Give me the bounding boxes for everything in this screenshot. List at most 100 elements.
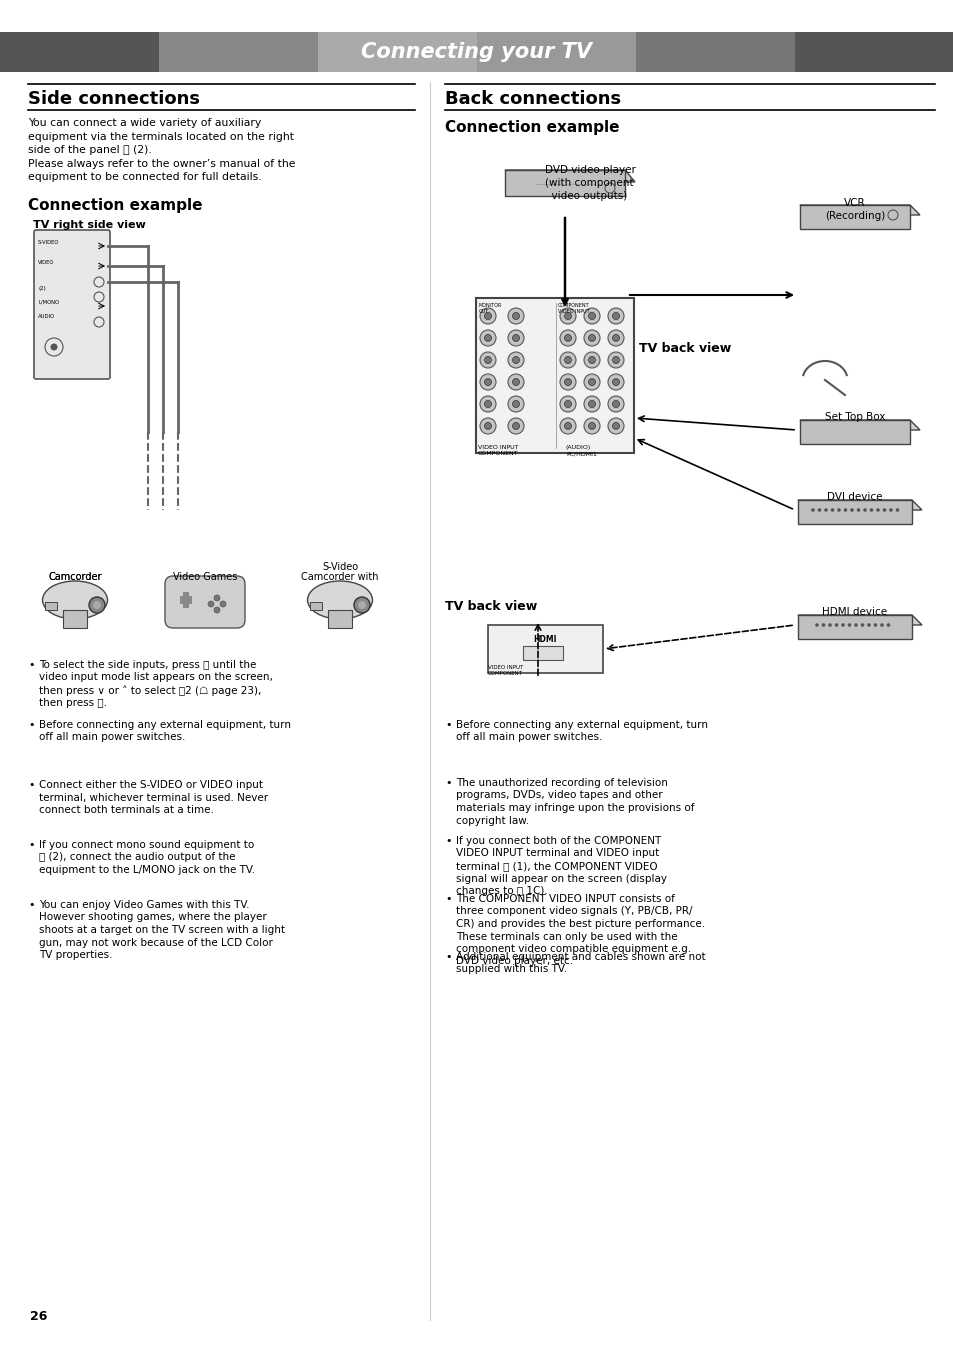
Polygon shape — [797, 616, 911, 639]
Text: AUDIO: AUDIO — [38, 315, 55, 319]
Circle shape — [479, 329, 496, 346]
Circle shape — [512, 335, 519, 342]
Text: then press ∨ or ˄ to select ⓘ2 (☖ page 23),: then press ∨ or ˄ to select ⓘ2 (☖ page 2… — [39, 684, 261, 695]
Circle shape — [507, 374, 523, 390]
Text: The unauthorized recording of television: The unauthorized recording of television — [456, 778, 667, 788]
Text: TV back view: TV back view — [639, 342, 731, 355]
Circle shape — [559, 308, 576, 324]
Circle shape — [512, 423, 519, 429]
Circle shape — [834, 624, 838, 626]
Text: Connection example: Connection example — [444, 120, 618, 135]
Circle shape — [564, 423, 571, 429]
Circle shape — [823, 508, 827, 512]
Circle shape — [588, 312, 595, 320]
Text: Back connections: Back connections — [444, 90, 620, 108]
Circle shape — [484, 401, 491, 408]
Bar — [488, 625, 602, 674]
Text: CR) and provides the best picture performance.: CR) and provides the best picture perfor… — [456, 919, 704, 929]
Circle shape — [564, 378, 571, 386]
Text: •: • — [444, 778, 451, 788]
Circle shape — [213, 608, 220, 613]
Text: •: • — [28, 840, 34, 850]
Text: Set Top Box: Set Top Box — [824, 412, 884, 423]
Circle shape — [479, 352, 496, 369]
Text: S-VIDEO: S-VIDEO — [38, 240, 59, 244]
Circle shape — [479, 308, 496, 324]
Circle shape — [882, 508, 885, 512]
Bar — [183, 593, 189, 608]
Text: If you connect mono sound equipment to: If you connect mono sound equipment to — [39, 840, 254, 850]
Circle shape — [479, 418, 496, 433]
Text: off all main power switches.: off all main power switches. — [39, 733, 185, 743]
Bar — [476, 298, 634, 454]
Circle shape — [860, 624, 863, 626]
Bar — [159, 32, 319, 72]
Text: DVD video player
(with component
  video outputs): DVD video player (with component video o… — [544, 165, 636, 201]
Text: •: • — [444, 720, 451, 730]
Circle shape — [612, 312, 618, 320]
Text: DVD video player, etc.: DVD video player, etc. — [456, 957, 573, 967]
Circle shape — [484, 312, 491, 320]
Bar — [317, 32, 478, 72]
Circle shape — [484, 423, 491, 429]
Text: Side connections: Side connections — [28, 90, 200, 108]
Circle shape — [830, 508, 834, 512]
Bar — [794, 32, 953, 72]
Circle shape — [479, 374, 496, 390]
Bar — [328, 610, 352, 628]
Text: TV right side view: TV right side view — [33, 220, 146, 230]
Circle shape — [849, 508, 853, 512]
Bar — [0, 32, 161, 72]
Circle shape — [612, 378, 618, 386]
Text: terminal ⓘ (1), the COMPONENT VIDEO: terminal ⓘ (1), the COMPONENT VIDEO — [456, 861, 657, 871]
Circle shape — [583, 374, 599, 390]
Circle shape — [512, 378, 519, 386]
Text: VIDEO INPUT: VIDEO INPUT — [477, 446, 518, 450]
Circle shape — [588, 423, 595, 429]
Circle shape — [862, 508, 866, 512]
Circle shape — [588, 401, 595, 408]
Circle shape — [821, 624, 824, 626]
Polygon shape — [800, 420, 919, 431]
Text: •: • — [444, 836, 451, 846]
Text: S-Video: S-Video — [321, 562, 357, 572]
Text: gun, may not work because of the LCD Color: gun, may not work because of the LCD Col… — [39, 937, 273, 948]
Bar — [522, 647, 562, 660]
Text: terminal, whichever terminal is used. Never: terminal, whichever terminal is used. Ne… — [39, 792, 268, 802]
Polygon shape — [800, 205, 909, 230]
Circle shape — [484, 356, 491, 363]
Circle shape — [841, 624, 844, 626]
Circle shape — [607, 396, 623, 412]
Text: •: • — [28, 780, 34, 790]
Polygon shape — [797, 500, 921, 510]
Circle shape — [354, 597, 370, 613]
Circle shape — [507, 418, 523, 433]
Circle shape — [869, 508, 872, 512]
Polygon shape — [504, 170, 624, 196]
Text: The COMPONENT VIDEO INPUT consists of: The COMPONENT VIDEO INPUT consists of — [456, 894, 674, 904]
Circle shape — [588, 335, 595, 342]
Polygon shape — [800, 420, 909, 444]
Circle shape — [607, 418, 623, 433]
Text: You can connect a wide variety of auxiliary
equipment via the terminals located : You can connect a wide variety of auxili… — [28, 117, 295, 182]
Circle shape — [564, 401, 571, 408]
Text: DVI device: DVI device — [826, 491, 882, 502]
Circle shape — [607, 329, 623, 346]
Circle shape — [888, 508, 892, 512]
Polygon shape — [797, 500, 911, 524]
Text: TV properties.: TV properties. — [39, 950, 112, 960]
Text: If you connect both of the COMPONENT: If you connect both of the COMPONENT — [456, 836, 660, 846]
Circle shape — [507, 329, 523, 346]
Circle shape — [583, 329, 599, 346]
Bar — [180, 595, 192, 603]
Text: COMPONENT: COMPONENT — [488, 671, 522, 676]
Circle shape — [559, 374, 576, 390]
Polygon shape — [797, 616, 921, 625]
Circle shape — [512, 356, 519, 363]
Text: ⓘ (2), connect the audio output of the: ⓘ (2), connect the audio output of the — [39, 852, 235, 863]
Circle shape — [853, 624, 857, 626]
Circle shape — [564, 356, 571, 363]
Circle shape — [512, 401, 519, 408]
Circle shape — [559, 329, 576, 346]
Text: VIDEO: VIDEO — [38, 261, 54, 265]
